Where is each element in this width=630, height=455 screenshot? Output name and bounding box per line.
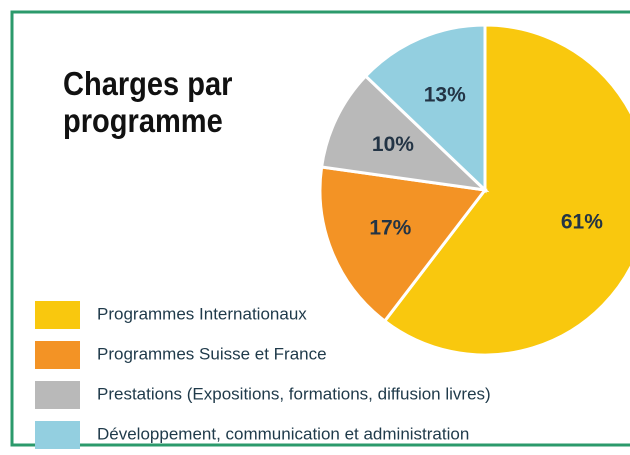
slice-label: 17% [369,216,411,239]
legend-label: Prestations (Expositions, formations, di… [97,384,491,403]
pie-slice [363,23,487,194]
legend-label: Programmes Suisse et France [97,344,327,363]
pie-slice [382,23,630,357]
slice-label: 61% [561,210,603,233]
legend-label: Programmes Internationaux [97,304,307,323]
frame [10,10,630,447]
legend-swatch [35,341,80,369]
legend-swatch [35,381,80,409]
legend-label: Développement, communication et administ… [97,424,469,443]
chart-title: Charges par programme [63,65,233,139]
slice-label: 10% [372,133,414,156]
legend-swatch [35,421,80,449]
pie-slice [318,165,488,324]
slice-label: 13% [424,83,466,106]
pie-slice [319,73,490,193]
legend-swatch [35,301,80,329]
